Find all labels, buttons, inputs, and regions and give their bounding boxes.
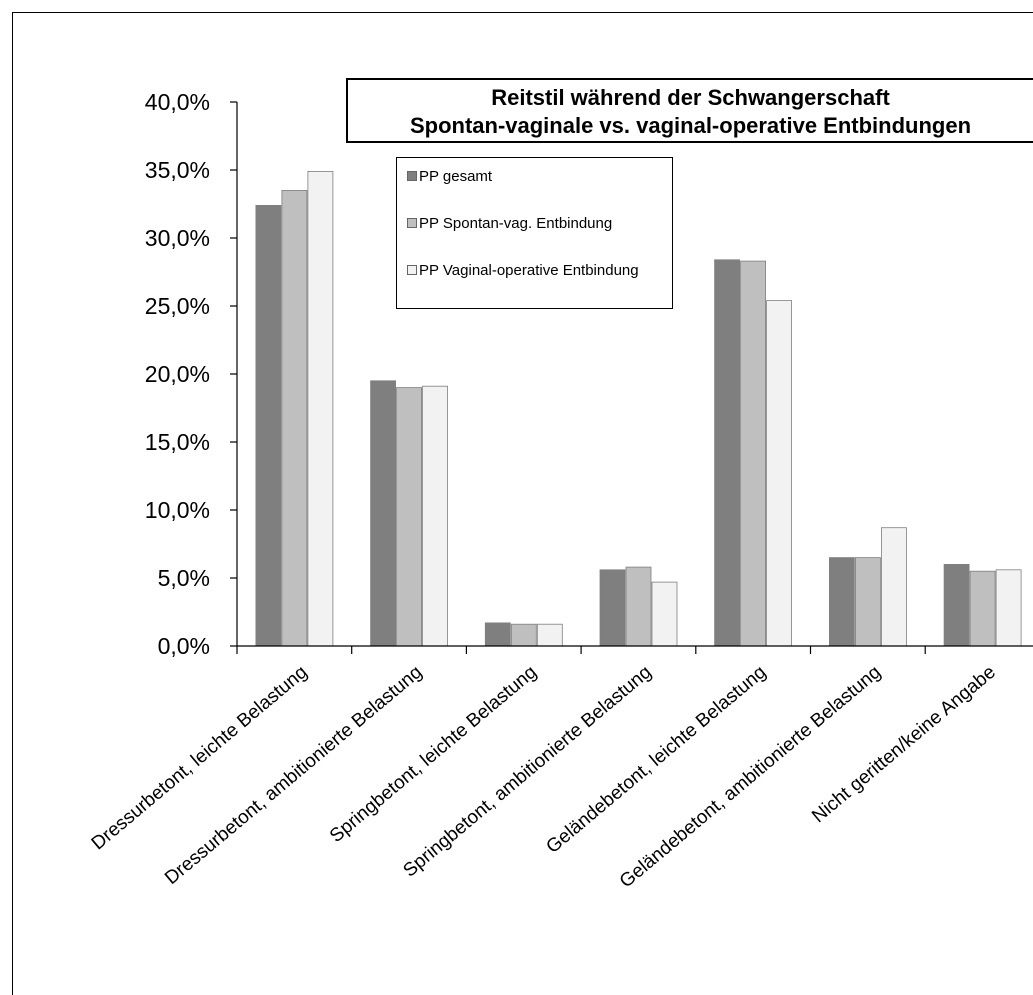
legend-item-pp-spontan: PP Spontan-vag. Entbindung xyxy=(407,215,612,232)
bar-1-2 xyxy=(370,380,397,647)
legend-label: PP Spontan-vag. Entbindung xyxy=(419,215,613,232)
legend-swatch-icon xyxy=(407,218,417,229)
y-tick-label-3: 10,0% xyxy=(145,497,210,523)
legend-swatch-icon xyxy=(407,265,417,276)
y-tick-label-7: 30,0% xyxy=(145,225,210,251)
bar-3-6 xyxy=(881,527,907,647)
x-tick-label-3: Springbetont, leichte Belastung xyxy=(326,662,541,847)
bar-3-4 xyxy=(651,581,678,647)
bar-3-5 xyxy=(766,300,792,647)
bar-3-2 xyxy=(422,385,449,647)
legend-swatch-icon xyxy=(407,171,417,182)
legend-item-pp-vaginal-operative: PP Vaginal-operative Entbindung xyxy=(407,262,639,279)
legend-item-pp-gesamt: PP gesamt xyxy=(407,168,492,185)
axes-layer xyxy=(230,101,1033,654)
x-tick-label-2: Dressurbetont, ambitionierte Belastung xyxy=(161,662,426,889)
y-tick-label-6: 25,0% xyxy=(145,293,210,319)
y-tick-label-5: 20,0% xyxy=(145,361,210,387)
y-tick-labels: 0,0% 5,0% 10,0% 15,0% 20,0% 25,0% 30,0% 35,0% 40… xyxy=(145,89,210,659)
chart-subtitle: Spontan-vaginale vs. vaginal-operative E… xyxy=(409,113,972,138)
y-tick-label-9: 40,0% xyxy=(145,89,210,115)
legend-label: PP Vaginal-operative Entbindung xyxy=(419,262,639,279)
bar-2-2 xyxy=(396,387,423,647)
bar-2-3 xyxy=(510,623,537,647)
bar-1-7 xyxy=(943,564,970,647)
bars-layer xyxy=(255,170,1022,647)
bar-1-4 xyxy=(599,569,626,647)
chart-frame xyxy=(12,12,1033,995)
x-tick-label-6: Geländebetont, ambitionierte Belastung xyxy=(616,662,885,893)
bar-3-7 xyxy=(995,569,1022,647)
bar-2-7 xyxy=(969,570,996,647)
bar-2-5 xyxy=(740,260,766,647)
bar-1-1 xyxy=(255,204,282,647)
y-tick-label-8: 35,0% xyxy=(145,157,210,183)
bar-2-4 xyxy=(625,566,652,647)
bar-1-5 xyxy=(714,259,740,647)
legend: PP gesamt PP Spontan-vag. Entbindung PP … xyxy=(396,157,673,309)
y-tick-label-1: 0,0% xyxy=(158,633,210,659)
bar-1-6 xyxy=(829,557,855,647)
bar-2-1 xyxy=(281,189,308,647)
y-tick-label-4: 15,0% xyxy=(145,429,210,455)
bar-1-3 xyxy=(484,622,511,647)
x-tick-label-4: Springbetont, ambitionierte Belastung xyxy=(399,662,655,882)
x-tick-label-7: Nicht geritten/keine Angabe xyxy=(808,662,1000,827)
x-tick-labels: Dressurbetont, leichte BelastungDressurb… xyxy=(88,662,1000,893)
bar-3-1 xyxy=(307,170,334,647)
bar-3-3 xyxy=(536,623,563,647)
chart-title-box: Reitstil während der Schwangerschaft Spo… xyxy=(346,78,1033,143)
bar-2-6 xyxy=(855,557,881,647)
x-tick-label-1: Dressurbetont, leichte Belastung xyxy=(88,662,312,855)
x-tick-label-5: Geländebetont, leichte Belastung xyxy=(542,662,770,858)
legend-label: PP gesamt xyxy=(419,168,493,185)
chart-title: Reitstil während der Schwangerschaft xyxy=(491,85,890,110)
y-tick-label-2: 5,0% xyxy=(158,565,210,591)
